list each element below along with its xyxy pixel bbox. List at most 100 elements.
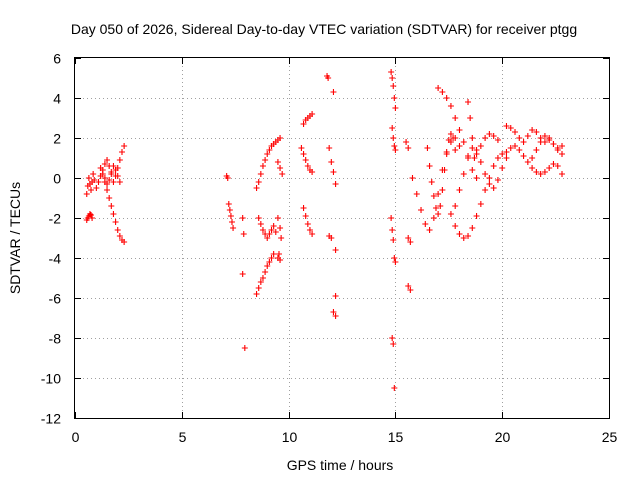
data-point (391, 143, 398, 149)
data-point (270, 251, 277, 257)
data-point (407, 239, 414, 245)
y-tick-label: -8 (49, 331, 62, 347)
data-point (275, 251, 282, 257)
data-point (309, 169, 316, 175)
data-point (116, 233, 123, 239)
series-track-a5 (101, 163, 123, 187)
data-point (447, 131, 454, 137)
data-point (469, 135, 476, 141)
data-point (443, 95, 450, 101)
data-point (108, 169, 115, 175)
data-point (279, 171, 286, 177)
data-point (330, 169, 337, 175)
data-point (550, 161, 557, 167)
data-point (302, 157, 309, 163)
data-point (332, 247, 339, 253)
series-track-e3 (388, 215, 399, 265)
series-track-d6 (326, 233, 339, 319)
data-point (116, 157, 123, 163)
data-point (426, 163, 433, 169)
data-point (494, 177, 501, 183)
data-point (328, 159, 335, 165)
data-point (460, 235, 467, 241)
y-tick-label: 2 (53, 131, 61, 147)
data-point (507, 145, 514, 151)
series-track-a1 (83, 171, 98, 197)
data-point (270, 223, 277, 229)
data-point (541, 169, 548, 175)
series-track-f6 (465, 99, 480, 181)
data-point (110, 163, 117, 169)
data-point (452, 147, 459, 153)
y-tick-label: 6 (53, 51, 61, 67)
data-point (300, 121, 307, 127)
data-point (112, 219, 119, 225)
data-point (486, 131, 493, 137)
data-point (390, 135, 397, 141)
data-point (259, 163, 266, 169)
data-point (326, 145, 333, 151)
series-track-c3 (253, 251, 277, 297)
data-point (443, 151, 450, 157)
data-point (390, 341, 397, 347)
data-point (490, 133, 497, 139)
series-track-c2 (255, 215, 279, 241)
data-point (559, 151, 566, 157)
data-point (456, 143, 463, 149)
series-track-a2 (83, 211, 96, 223)
data-point (507, 125, 514, 131)
series-track-f1 (409, 135, 463, 233)
data-point (309, 111, 316, 117)
data-point (257, 279, 264, 285)
series-track-g3 (529, 133, 566, 161)
data-point (405, 145, 412, 151)
data-point (471, 155, 478, 161)
data-point (541, 133, 548, 139)
data-point (503, 149, 510, 155)
data-point (99, 171, 106, 177)
data-point (330, 309, 337, 315)
data-point (266, 147, 273, 153)
series-track-g2 (503, 143, 566, 177)
series-track-c4 (274, 159, 286, 177)
data-point (255, 285, 262, 291)
series-track-c1 (253, 135, 284, 191)
data-point (554, 163, 561, 169)
data-point (456, 231, 463, 237)
data-point (230, 225, 237, 231)
data-point (559, 171, 566, 177)
data-point (460, 171, 467, 177)
data-points (83, 69, 566, 391)
data-point (255, 179, 262, 185)
y-tick-label: 0 (53, 171, 61, 187)
data-point (241, 345, 248, 351)
data-point (95, 179, 102, 185)
data-point (262, 269, 269, 275)
data-point (529, 155, 536, 161)
data-point (435, 211, 442, 217)
data-point (388, 69, 395, 75)
data-point (435, 85, 442, 91)
data-point (469, 167, 476, 173)
data-point (418, 207, 425, 213)
data-point (473, 175, 480, 181)
data-point (259, 227, 266, 233)
data-point (403, 139, 410, 145)
data-point (537, 171, 544, 177)
data-point (490, 163, 497, 169)
x-tick-label: 20 (495, 429, 511, 445)
data-point (278, 235, 285, 241)
data-point (486, 175, 493, 181)
data-point (469, 145, 476, 151)
y-axis-label: SDTVAR / TECUs (7, 182, 23, 294)
data-point (520, 139, 527, 145)
data-point (407, 287, 414, 293)
data-point (91, 177, 98, 183)
axis-ticks (75, 58, 610, 419)
data-point (228, 219, 235, 225)
series-track-d2 (298, 145, 316, 175)
data-point (428, 179, 435, 185)
data-point (430, 193, 437, 199)
data-point (533, 147, 540, 153)
series-track-b2 (239, 215, 247, 237)
